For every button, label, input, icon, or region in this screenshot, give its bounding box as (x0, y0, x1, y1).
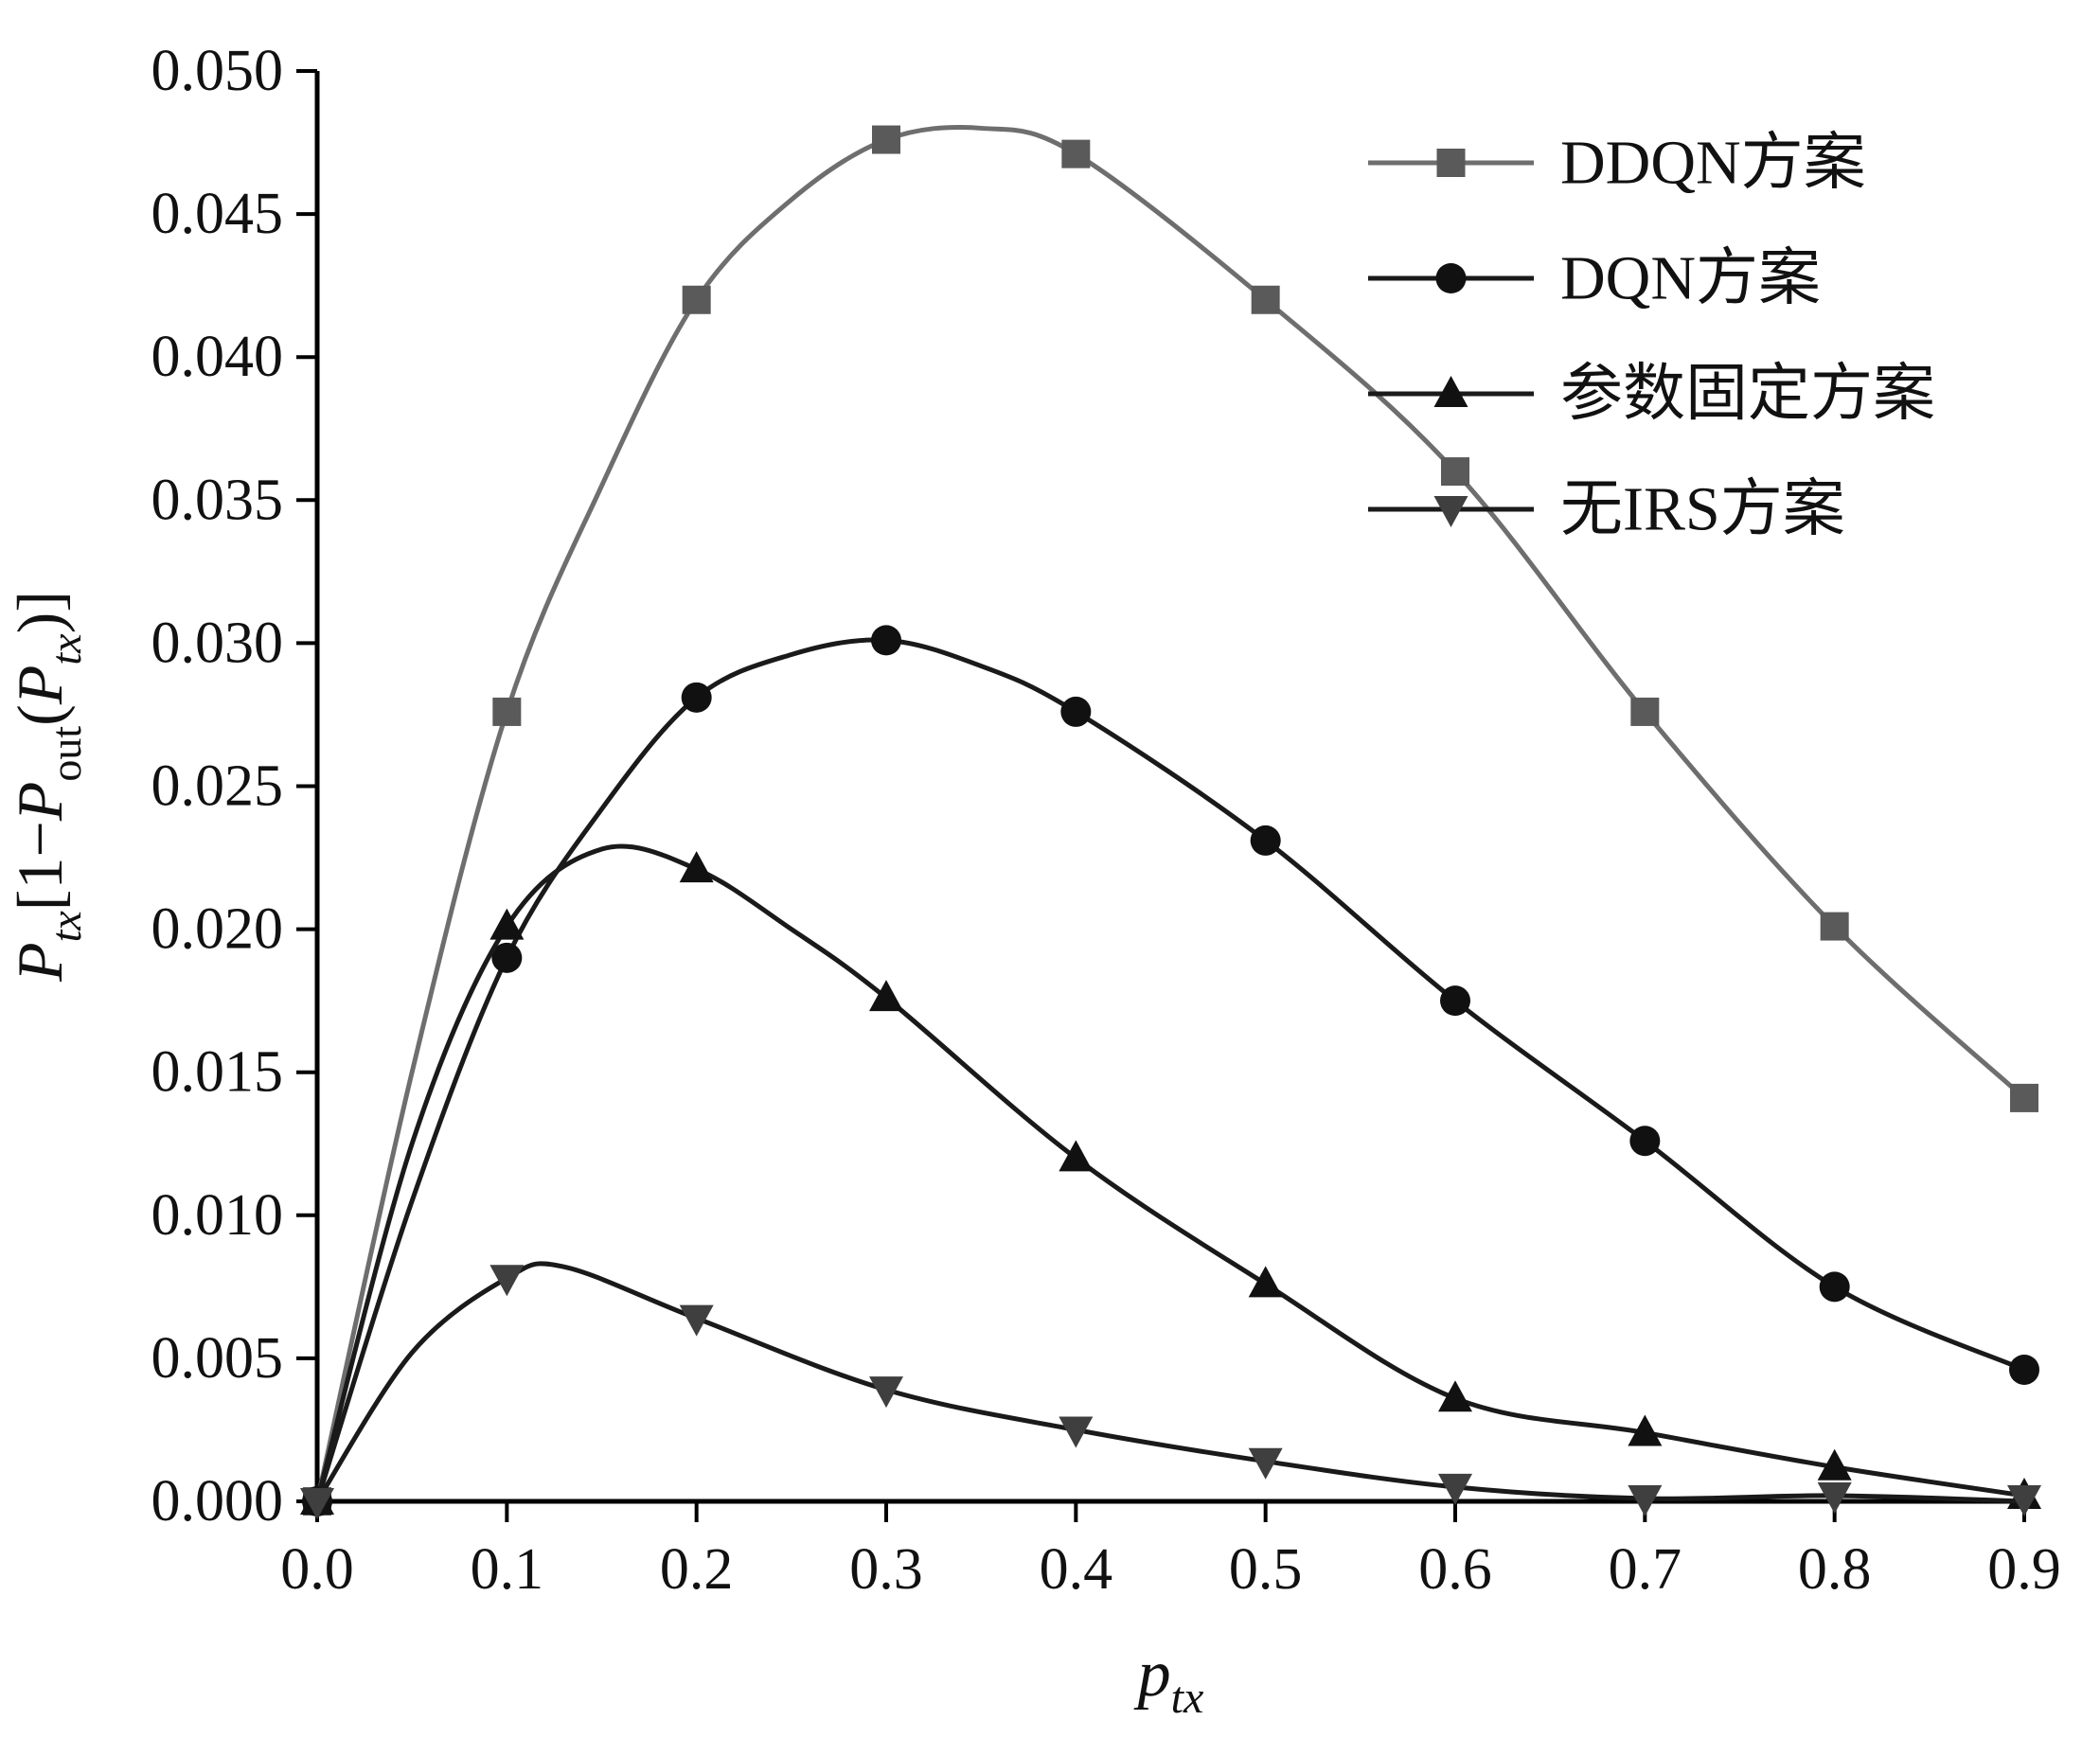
square-marker (1820, 912, 1849, 941)
triangle-up-marker (1248, 1266, 1283, 1298)
y-tick-label: 0.000 (151, 1469, 284, 1534)
x-tick-label: 0.1 (471, 1537, 544, 1602)
circle-marker (1060, 696, 1092, 727)
triangle-down-marker (1817, 1481, 1852, 1514)
circle-marker (491, 942, 523, 973)
y-tick-label: 0.040 (151, 325, 284, 389)
triangle-up-marker (1433, 376, 1468, 407)
series-0 (303, 125, 2038, 1516)
series-3 (300, 1261, 2041, 1519)
square-marker (1630, 697, 1660, 726)
x-tick-label: 0.4 (1040, 1537, 1113, 1602)
square-marker (1441, 457, 1469, 487)
legend-item-0: DDQN方案 (1368, 129, 1866, 198)
square-marker (872, 125, 900, 154)
series-line (314, 637, 2027, 1504)
y-tick-label: 0.030 (151, 611, 284, 675)
y-tick-label: 0.035 (151, 468, 284, 532)
triangle-down-marker (869, 1376, 903, 1409)
circle-marker (1629, 1126, 1661, 1157)
triangle-up-marker (489, 908, 525, 940)
series-2 (300, 843, 2041, 1515)
series-1 (302, 625, 2039, 1516)
circle-marker (1819, 1271, 1850, 1303)
circle-marker (1435, 263, 1467, 293)
legend-item-1: DQN方案 (1368, 244, 1821, 313)
legend-label: 参数固定方案 (1560, 360, 1935, 429)
triangle-down-marker (2007, 1484, 2041, 1516)
circle-marker (681, 682, 712, 713)
triangle-down-marker (1059, 1416, 1094, 1448)
series-line (314, 125, 2027, 1504)
y-tick-label: 0.020 (151, 897, 284, 962)
series-line (314, 1261, 2027, 1504)
x-tick-label: 0.8 (1798, 1537, 1872, 1602)
y-axis-title: Ptx[1−Pout(Ptx)] (4, 591, 90, 983)
x-tick-label: 0.0 (280, 1537, 354, 1602)
y-tick-label: 0.005 (151, 1326, 284, 1391)
circle-marker (2009, 1354, 2039, 1385)
legend-label: 无IRS方案 (1560, 475, 1845, 544)
triangle-up-marker (1817, 1448, 1852, 1481)
triangle-up-marker (869, 980, 903, 1012)
y-tick-label: 0.015 (151, 1040, 284, 1105)
axes: 0.000 0.005 0.010 0.015 0.020 0.025 0.030 0.035… (151, 39, 2061, 1602)
x-tick-label: 0.2 (660, 1537, 734, 1602)
triangle-down-marker (1248, 1447, 1283, 1480)
square-marker (682, 285, 711, 314)
triangle-up-marker (1438, 1380, 1472, 1412)
y-tick-label: 0.045 (151, 182, 284, 246)
legend-item-2: 参数固定方案 (1368, 360, 1935, 429)
triangle-down-marker (679, 1304, 714, 1337)
triangle-down-marker (1433, 496, 1468, 527)
x-tick-label: 0.3 (849, 1537, 923, 1602)
x-axis-title: ptx (1133, 1638, 1204, 1723)
triangle-up-marker (679, 851, 714, 883)
triangle-up-marker (1628, 1414, 1663, 1446)
legend-label: DQN方案 (1560, 244, 1821, 313)
legend-label: DDQN方案 (1560, 129, 1866, 198)
y-tick-label: 0.050 (151, 39, 284, 103)
y-tick-label: 0.010 (151, 1183, 284, 1248)
x-tick-label: 0.7 (1609, 1537, 1682, 1602)
triangle-down-marker (300, 1488, 334, 1519)
triangle-down-marker (1438, 1473, 1472, 1505)
legend-item-3: 无IRS方案 (1368, 475, 1845, 544)
square-marker (2010, 1083, 2038, 1112)
triangle-down-marker (1628, 1484, 1663, 1516)
x-tick-label: 0.9 (1987, 1537, 2061, 1602)
circle-marker (1440, 985, 1470, 1017)
square-marker (492, 697, 522, 726)
x-tick-label: 0.5 (1229, 1537, 1303, 1602)
square-marker (1436, 149, 1466, 177)
x-tick-label: 0.6 (1418, 1537, 1492, 1602)
y-tick-label: 0.025 (151, 754, 284, 819)
triangle-down-marker (489, 1265, 525, 1297)
square-marker (1061, 139, 1091, 168)
series-line (314, 843, 2027, 1504)
square-marker (1251, 285, 1280, 314)
triangle-up-marker (1059, 1140, 1094, 1172)
circle-marker (871, 625, 901, 656)
circle-marker (1250, 825, 1281, 856)
